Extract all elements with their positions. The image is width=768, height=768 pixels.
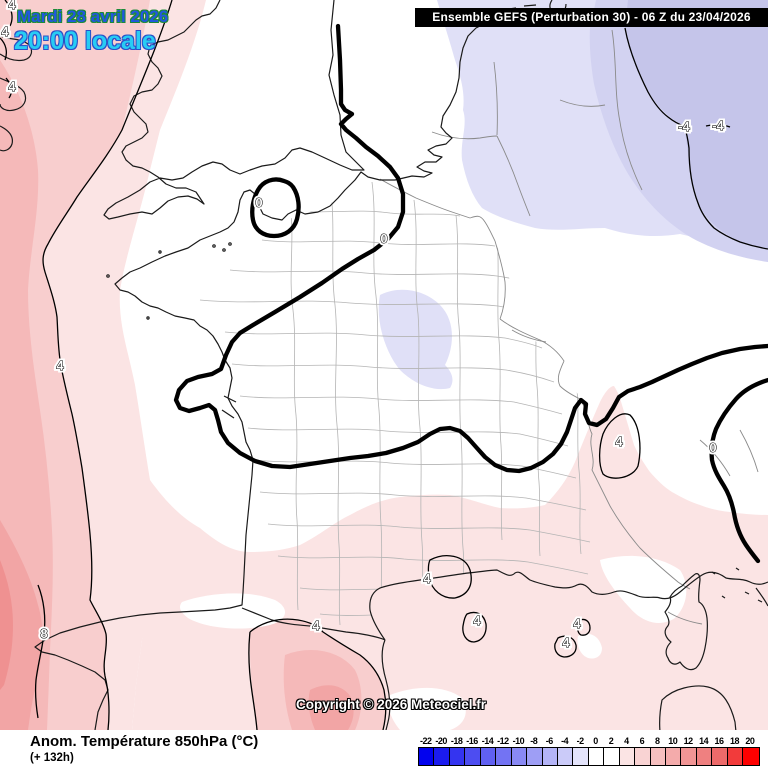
svg-text:0: 0 (255, 195, 262, 210)
legend-tick: -22 (419, 736, 432, 746)
svg-text:-4: -4 (712, 118, 724, 133)
legend-cell (449, 748, 466, 765)
legend-tick: 20 (745, 736, 755, 746)
svg-text:4: 4 (1, 24, 9, 39)
legend-cell (434, 748, 450, 765)
coastlines (0, 0, 768, 730)
legend-cell (419, 748, 435, 765)
legend-tick: -4 (561, 736, 569, 746)
legend-cell (650, 748, 666, 765)
legend-tick: 10 (668, 736, 678, 746)
contour-label: 4 (615, 434, 623, 449)
contour-label: 0 (255, 195, 262, 210)
legend-cell (635, 748, 651, 765)
legend-cell (712, 748, 728, 765)
legend-cell (511, 748, 528, 765)
legend-cell (588, 748, 605, 765)
copyright-watermark: Copyright © 2026 Meteociel.fr (296, 697, 486, 712)
legend-cell (480, 748, 497, 765)
contour-label: 4 (8, 79, 16, 94)
legend-cell (696, 748, 713, 765)
legend-tick-row: -22 -20 -18 -16 -14 -12 -10 -8 -6 -4 -2 0 2 4 6 8 10 12 14… (418, 736, 759, 746)
country-borders (379, 29, 759, 625)
legend-tick: 12 (683, 736, 694, 746)
legend-tick: -10 (512, 736, 525, 746)
legend-cell (557, 748, 574, 765)
legend-tick: 6 (639, 736, 645, 746)
contour-label: 8 (40, 626, 47, 641)
anomaly-shading (0, 0, 768, 730)
contour-label: 4 (573, 616, 581, 631)
legend-cell (681, 748, 697, 765)
legend-tick: 8 (655, 736, 660, 746)
contour-label: 4 (56, 358, 64, 373)
legend-tick: 16 (714, 736, 725, 746)
zero-contours (173, 23, 768, 564)
legend-tick: 2 (608, 736, 614, 746)
legend-tick: -2 (576, 736, 585, 746)
thin-contours (0, 0, 768, 730)
contour-label: -4 (712, 118, 724, 133)
legend-tick: 18 (729, 736, 740, 746)
legend-bar: Anom. Température 850hPa (°C) (+ 132h) -… (0, 730, 768, 768)
legend-cell (496, 748, 512, 765)
contour-label: 4 (473, 613, 481, 628)
legend-cell (666, 748, 682, 765)
legend-tick: -16 (466, 736, 478, 746)
contour-label: 4 (423, 571, 431, 586)
contour-label: 4 (1, 24, 9, 39)
legend-tick: -12 (497, 736, 509, 746)
legend-cell (465, 748, 481, 765)
svg-text:8: 8 (40, 626, 47, 641)
color-scale-legend: -22 -20 -18 -16 -14 -12 -10 -8 -6 -4 -2 0 2 4 6 8 10 12 14… (418, 736, 760, 766)
legend-cell (573, 748, 589, 765)
contour-label: 4 (8, 0, 16, 12)
contour-label: 4 (562, 635, 570, 650)
contour-label: 0 (709, 440, 716, 455)
legend-tick: 4 (624, 736, 629, 746)
legend-tick: -6 (545, 736, 554, 746)
svg-text:0: 0 (380, 231, 387, 246)
legend-tick: -14 (481, 736, 494, 746)
local-time-label: 20:00 locale (14, 27, 156, 55)
legend-tick: 14 (699, 736, 709, 746)
legend-tick: -8 (530, 736, 538, 746)
date-label: Mardi 28 avril 2026 (17, 7, 169, 26)
legend-tick: -20 (435, 736, 447, 746)
legend-cell-row (418, 747, 760, 766)
contour-label: -4 (678, 119, 690, 134)
svg-text:0: 0 (709, 440, 716, 455)
legend-cell (743, 748, 759, 765)
contour-label: 0 (380, 231, 387, 246)
svg-text:-4: -4 (678, 119, 690, 134)
forecast-hour-label: (+ 132h) (30, 752, 74, 764)
legend-cell (604, 748, 620, 765)
legend-cell (527, 748, 543, 765)
legend-tick: -18 (450, 736, 463, 746)
legend-tick: 0 (593, 736, 598, 746)
contour-label: 4 (312, 618, 320, 633)
model-run-header: Ensemble GEFS (Perturbation 30) - 06 Z d… (415, 8, 768, 27)
legend-title: Anom. Température 850hPa (°C) (30, 733, 259, 750)
legend-cell (727, 748, 744, 765)
legend-cell (542, 748, 558, 765)
legend-cell (619, 748, 636, 765)
